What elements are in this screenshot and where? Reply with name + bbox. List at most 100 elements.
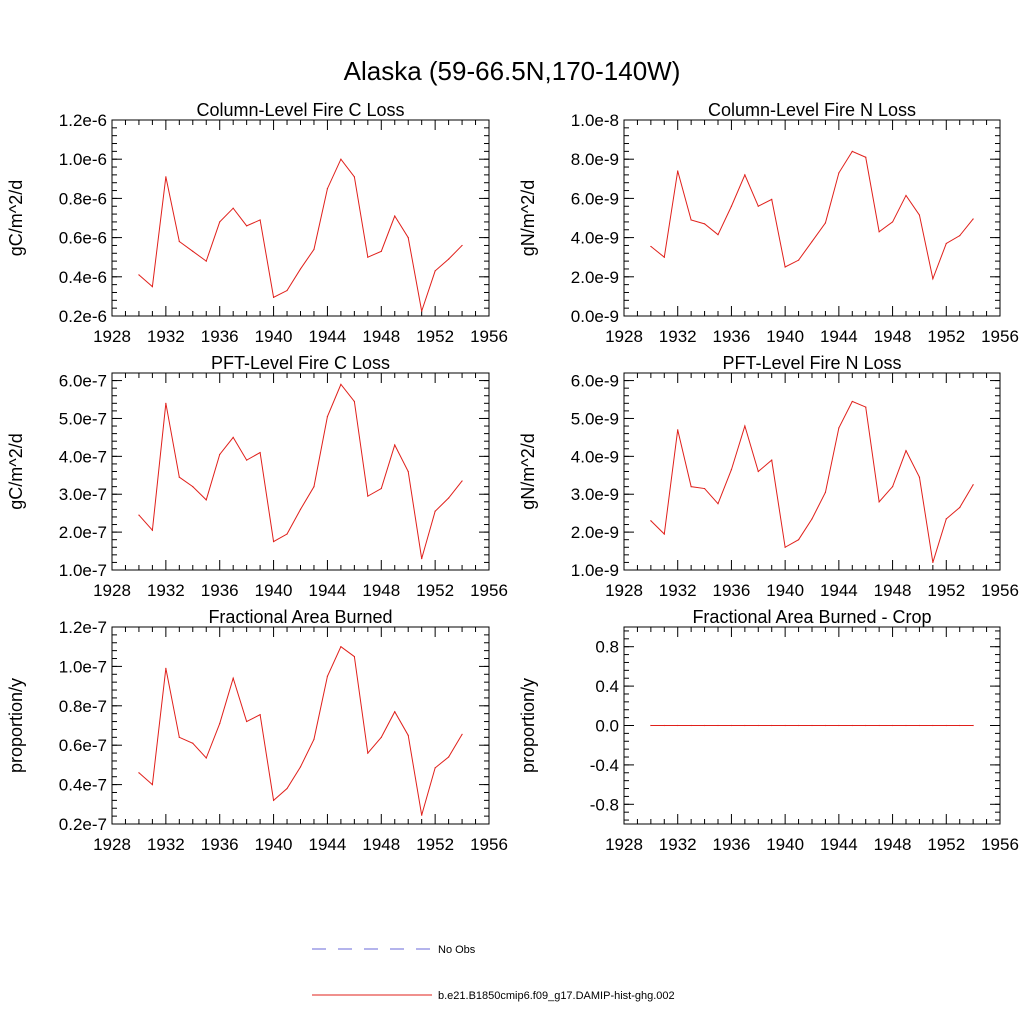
y-tick-label: 1.2e-7 — [59, 618, 107, 637]
series-line — [138, 383, 463, 559]
data-point — [326, 188, 329, 190]
y-tick-label: 6.0e-9 — [571, 189, 619, 208]
data-point — [434, 767, 436, 769]
data-point — [891, 724, 894, 727]
legend-label-no-obs: No Obs — [438, 944, 476, 956]
data-point — [299, 268, 302, 270]
data-point — [286, 533, 288, 535]
x-tick-label: 1952 — [927, 327, 965, 346]
data-point — [932, 278, 934, 280]
y-tick-label: 0.4e-7 — [59, 776, 107, 795]
data-point — [690, 486, 692, 488]
series-line — [650, 150, 974, 281]
x-tick-label: 1948 — [362, 327, 400, 346]
data-point — [367, 752, 369, 754]
data-point — [771, 198, 773, 200]
panel-title: PFT-Level Fire N Loss — [722, 353, 901, 373]
y-tick-label: 8.0e-9 — [571, 150, 619, 169]
data-point — [784, 724, 786, 727]
data-point — [232, 677, 234, 679]
plot-frame — [111, 119, 490, 317]
data-point — [313, 248, 315, 250]
data-point — [878, 501, 880, 503]
data-point — [259, 714, 261, 716]
data-point — [663, 724, 665, 727]
data-point — [205, 499, 207, 501]
series-line — [138, 158, 463, 312]
data-point — [407, 470, 409, 473]
data-point — [178, 476, 180, 478]
x-tick-label: 1956 — [981, 327, 1019, 346]
data-point — [891, 486, 894, 488]
data-point — [407, 237, 409, 239]
x-tick-label: 1940 — [255, 581, 293, 600]
x-tick-label: 1936 — [201, 581, 239, 600]
data-point — [797, 539, 800, 541]
data-point — [380, 736, 382, 738]
x-tick-label: 1936 — [713, 581, 751, 600]
data-point — [663, 533, 665, 535]
y-axis-label: proportion/y — [6, 678, 26, 773]
x-tick-label: 1944 — [820, 581, 858, 600]
data-point — [353, 400, 355, 403]
panel-title: Fractional Area Burned — [208, 607, 392, 627]
y-axis-label: gN/m^2/d — [518, 180, 538, 256]
data-point — [259, 219, 261, 221]
panel-title: Column-Level Fire C Loss — [196, 100, 404, 120]
data-point — [663, 256, 665, 258]
data-point — [838, 724, 840, 727]
data-point — [394, 215, 396, 217]
data-point — [771, 459, 773, 461]
data-point — [972, 724, 974, 727]
data-point — [650, 724, 652, 727]
y-tick-label: 0.6e-7 — [59, 736, 107, 755]
data-point — [192, 250, 194, 252]
y-tick-label: 6.0e-7 — [59, 372, 107, 391]
panel-5: Fractional Area Burned proportion/y 1928 19… — [6, 607, 508, 854]
data-point — [690, 219, 692, 221]
data-point — [299, 766, 302, 768]
data-point — [313, 486, 315, 488]
y-axis-label: proportion/y — [518, 678, 538, 773]
data-point — [972, 484, 974, 486]
data-point — [165, 402, 167, 404]
data-point — [717, 234, 719, 236]
data-point — [138, 514, 140, 516]
data-point — [367, 256, 369, 258]
data-point — [326, 675, 329, 677]
x-tick-label: 1956 — [470, 327, 508, 346]
data-point — [851, 150, 853, 152]
x-tick-label: 1940 — [766, 835, 804, 854]
data-point — [730, 469, 733, 471]
x-tick-label: 1944 — [820, 327, 858, 346]
x-tick-label: 1952 — [416, 327, 454, 346]
data-point — [259, 451, 261, 454]
x-tick-label: 1936 — [201, 327, 239, 346]
data-point — [945, 518, 947, 520]
data-point — [945, 242, 947, 245]
x-tick-label: 1952 — [416, 581, 454, 600]
data-point — [838, 427, 840, 429]
data-point — [717, 503, 719, 505]
data-point — [918, 476, 921, 478]
data-point — [394, 444, 396, 446]
y-tick-label: -0.8 — [590, 795, 619, 814]
data-point — [865, 724, 867, 727]
x-tick-label: 1928 — [605, 835, 643, 854]
data-point — [918, 214, 921, 216]
y-tick-label: 0.4 — [595, 677, 619, 696]
x-tick-label: 1928 — [93, 835, 131, 854]
x-tick-label: 1936 — [201, 835, 239, 854]
plot-frame — [623, 119, 1001, 317]
data-point — [811, 240, 813, 243]
data-point — [421, 814, 423, 816]
data-point — [851, 724, 853, 727]
data-point — [703, 724, 706, 727]
data-point — [272, 799, 275, 801]
y-tick-label: 0.2e-6 — [59, 307, 107, 326]
panel-1: Column-Level Fire C Loss gC/m^2/d 1928 1932… — [6, 100, 508, 346]
x-tick-label: 1932 — [147, 581, 185, 600]
y-tick-label: -0.4 — [590, 756, 619, 775]
data-point — [219, 453, 221, 456]
data-point — [730, 724, 733, 727]
